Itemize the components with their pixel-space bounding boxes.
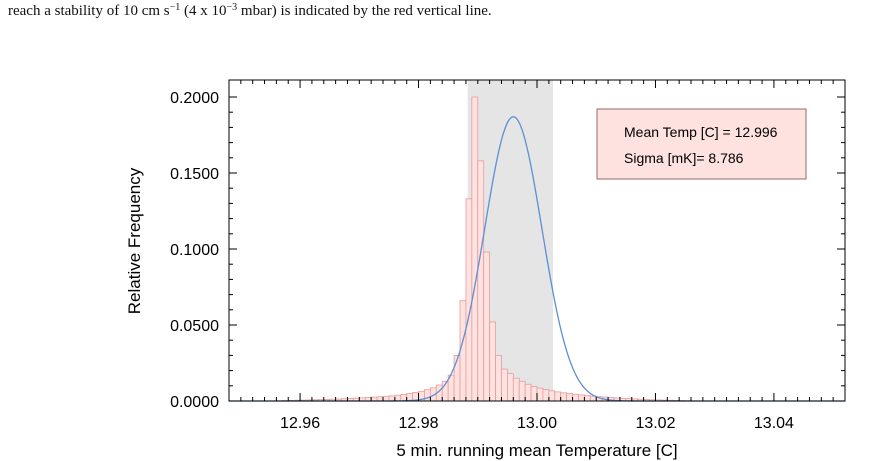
y-axis-title: Relative Frequency — [125, 167, 144, 314]
caption-exponent-1: −1 — [169, 2, 181, 13]
histogram-bar — [542, 389, 550, 402]
y-tick-label: 0.1500 — [170, 166, 219, 183]
histogram-bar — [471, 96, 479, 402]
histogram-bar — [495, 354, 502, 402]
histogram-bar — [477, 160, 485, 402]
axes-layer: 0.0000 0.0500 0.1000 0.1500 0.2000 12.96 12.98… — [125, 79, 846, 460]
histogram-bar — [501, 368, 508, 402]
figure-caption: reach a stability of 10 cm s−1 (4 x 10−3… — [8, 2, 888, 20]
histogram-bar — [578, 394, 585, 402]
x-tick-label: 13.04 — [754, 415, 794, 432]
x-tick-label: 13.00 — [517, 415, 557, 432]
histogram-bar — [536, 387, 544, 402]
histogram-bar — [388, 395, 396, 402]
legend-box — [596, 108, 807, 180]
legend-sigma: Sigma [mK]= 8.786 — [624, 150, 744, 166]
caption-prefix: reach a stability of 10 cm s — [8, 3, 170, 19]
histogram-bar — [572, 393, 579, 402]
y-tick-label: 0.0000 — [170, 394, 219, 411]
histogram-bar — [465, 198, 473, 402]
histogram-bar — [512, 377, 520, 402]
caption-exponent-2: −3 — [226, 2, 238, 13]
histogram-bar — [382, 395, 390, 402]
histogram-bar — [583, 395, 591, 402]
caption-suffix: mbar) is indicated by the red vertical l… — [237, 3, 492, 19]
histogram-bar — [548, 390, 556, 402]
histogram-bar — [554, 391, 562, 402]
legend-mean-temp: Mean Temp [C] = 12.996 — [624, 124, 778, 140]
caption-middle: (4 x 10 — [180, 3, 227, 19]
histogram-bar — [506, 373, 514, 402]
histogram-bar — [459, 300, 467, 402]
histogram-bar — [453, 354, 461, 402]
histogram-bar — [400, 394, 408, 402]
y-tick-label: 0.2000 — [170, 90, 219, 107]
x-tick-label: 12.98 — [399, 415, 439, 432]
histogram-bar — [530, 386, 538, 402]
y-tick-label: 0.1000 — [170, 242, 219, 259]
x-axis-title: 5 min. running mean Temperature [C] — [396, 441, 677, 460]
x-tick-label: 12.96 — [280, 415, 320, 432]
histogram-bar — [518, 380, 526, 402]
x-tick-label: 13.02 — [635, 415, 675, 432]
histogram-bar — [560, 392, 568, 402]
histogram-bar — [483, 251, 491, 402]
histogram-bar — [424, 389, 431, 402]
histogram-bar — [394, 394, 402, 402]
y-tick-label: 0.0500 — [170, 318, 219, 335]
histogram-bar — [524, 383, 532, 402]
histogram-bar — [489, 321, 496, 402]
histogram-bar — [566, 393, 573, 402]
legend: Mean Temp [C] = 12.996 Sigma [mK]= 8.786 — [596, 108, 807, 180]
